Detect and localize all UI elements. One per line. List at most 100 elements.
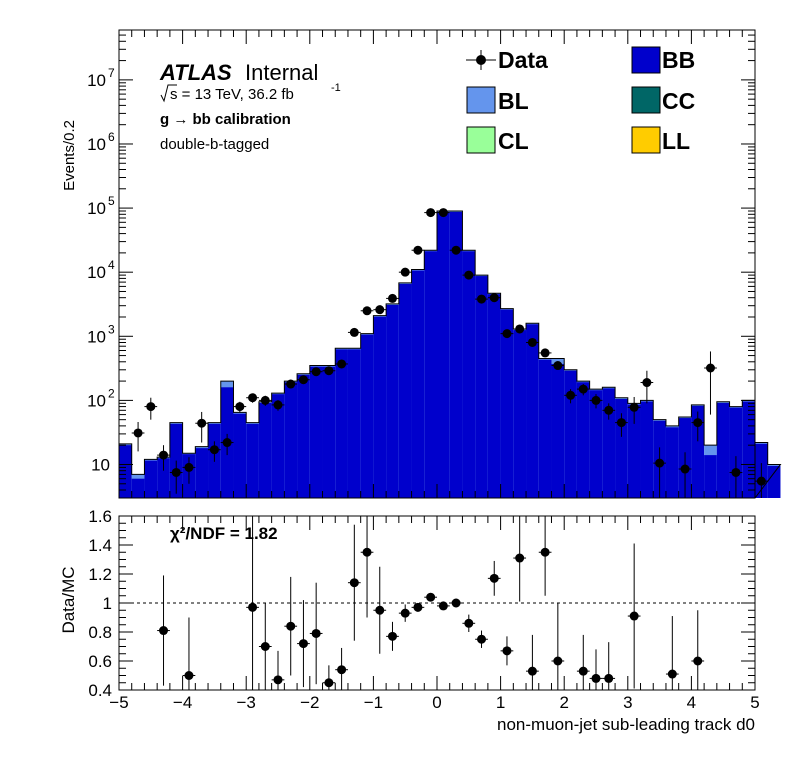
data-point <box>591 395 601 405</box>
mc-bb-bar <box>602 388 616 498</box>
mc-bb-bar <box>576 382 590 498</box>
ratio-point <box>515 553 525 563</box>
data-point <box>197 418 207 428</box>
ratio-y-tick-label: 0.6 <box>88 652 112 671</box>
data-point <box>184 462 194 472</box>
x-axis-label: non-muon-jet sub-leading track d0 <box>497 715 755 734</box>
ratio-y-tick-label: 0.4 <box>88 681 112 700</box>
y-tick-exponent: 7 <box>108 66 115 80</box>
data-point <box>756 476 766 486</box>
mc-bb-bar <box>335 349 348 498</box>
ratio-y-tick-label: 1 <box>103 594 112 613</box>
data-point <box>655 458 665 468</box>
y-tick-exponent: 5 <box>108 194 115 208</box>
legend-cl-label: CL <box>498 128 529 154</box>
data-point <box>705 363 715 373</box>
chi2-label: χ²/NDF = 1.82 <box>170 524 278 543</box>
y-tick-label: 10 <box>87 199 106 218</box>
x-tick-label: −2 <box>300 693 319 712</box>
data-point <box>629 402 639 412</box>
legend: Data BB BL CC CL LL <box>466 46 695 154</box>
y-tick-exponent: 3 <box>108 322 115 336</box>
mc-bb-bar <box>564 370 577 498</box>
ratio-point <box>248 602 258 612</box>
legend-bl-label: BL <box>498 88 529 114</box>
data-point <box>426 208 436 218</box>
data-point <box>477 294 487 304</box>
data-point <box>298 375 308 385</box>
mc-bb-bar <box>513 330 527 498</box>
y-tick-label: 10 <box>87 263 106 282</box>
energy-exponent: -1 <box>331 82 341 94</box>
calibration-label: g → bb calibration <box>160 111 291 128</box>
data-point <box>578 384 588 394</box>
ratio-point <box>311 628 321 638</box>
x-tick-label: −4 <box>173 693 192 712</box>
ratio-point <box>324 678 334 688</box>
data-point <box>464 270 474 280</box>
ratio-point <box>667 669 677 679</box>
ratio-point <box>184 671 194 680</box>
y-tick-label: 10 <box>87 391 106 410</box>
data-point <box>616 418 626 428</box>
ratio-point <box>438 601 448 611</box>
data-point <box>324 366 334 376</box>
data-points <box>131 208 768 498</box>
ratio-point <box>273 675 283 685</box>
y-tick-exponent: 6 <box>108 130 115 144</box>
tagging-label: double-b-tagged <box>160 136 269 153</box>
ratio-panel: 0.4 0.6 0.8 1 1.2 1.4 1.6 −5 −4 −3 −2 −1 0 1 2 3 4 5 Data… <box>59 507 760 734</box>
data-point <box>222 438 232 448</box>
ratio-y-tick-label: 1.6 <box>88 507 112 526</box>
legend-ll-swatch <box>631 126 661 154</box>
data-point <box>133 428 143 438</box>
data-point <box>553 361 563 371</box>
ratio-axis-ticks: 0.4 0.6 0.8 1 1.2 1.4 1.6 −5 −4 −3 −2 −1 0 1 2 3 4 5 <box>88 507 759 712</box>
legend-data-marker <box>476 55 486 65</box>
y-tick-label: 10 <box>91 455 110 474</box>
data-point <box>146 402 156 412</box>
data-point <box>515 324 525 334</box>
ratio-point <box>337 665 347 675</box>
x-tick-label: −1 <box>364 693 383 712</box>
mc-bb-bar <box>119 445 132 498</box>
legend-data-label: Data <box>498 47 548 73</box>
mc-bb-bar <box>475 276 488 498</box>
legend-ll-label: LL <box>662 128 690 154</box>
ratio-point <box>375 605 385 615</box>
mc-bb-bar <box>360 334 374 498</box>
mc-bb-bar <box>258 403 272 498</box>
data-point <box>171 467 181 477</box>
data-point <box>209 445 219 455</box>
data-point <box>260 395 270 405</box>
mc-bb-bar <box>322 366 336 498</box>
y-tick-label: 10 <box>87 135 106 154</box>
mc-stack <box>118 210 782 499</box>
y-tick-label: 10 <box>87 71 106 90</box>
data-point <box>693 418 703 428</box>
mc-bb-bar <box>195 448 209 498</box>
data-point <box>680 464 690 474</box>
mc-bb-bar <box>411 270 425 498</box>
ratio-y-axis-label: Data/MC <box>59 566 78 633</box>
mc-bb-bar <box>309 366 323 498</box>
mc-bb-bar <box>347 349 361 498</box>
ratio-point <box>553 656 563 666</box>
x-tick-label: 3 <box>623 693 632 712</box>
ratio-points <box>157 516 705 690</box>
mc-bb-bar <box>398 283 412 498</box>
data-point <box>248 393 258 403</box>
ratio-point <box>426 592 436 602</box>
ratio-point <box>298 639 308 649</box>
mc-bb-bar <box>297 374 310 498</box>
mc-stack-outline <box>118 210 782 499</box>
sqrt-sign-icon <box>160 84 177 103</box>
ratio-point <box>451 598 461 608</box>
mc-bb-bar <box>551 363 565 498</box>
ratio-point <box>693 656 703 666</box>
data-point <box>273 400 283 410</box>
mc-bb-bar <box>500 309 514 498</box>
mc-bb-bar <box>462 251 476 498</box>
